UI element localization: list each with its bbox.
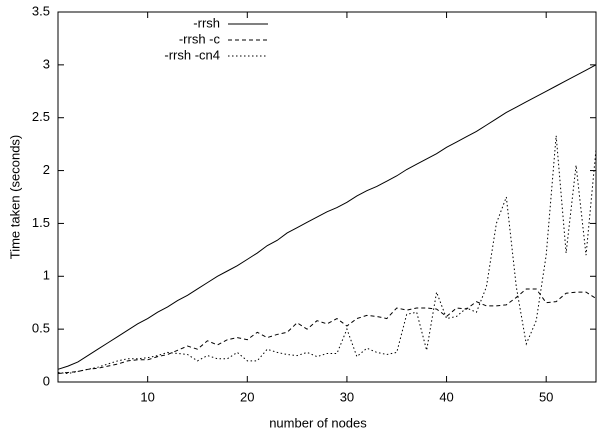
legend-label: -rrsh -c [179,31,221,46]
y-tick-label: 1.5 [32,215,50,230]
x-tick-label: 50 [539,389,553,404]
series-line [57,64,597,370]
x-tick-label: 20 [240,389,254,404]
y-tick-label: 1 [43,268,50,283]
y-axis-label: Time taken (seconds) [7,135,22,260]
legend-label: -rrsh -cn4 [164,47,220,62]
x-tick-label: 40 [439,389,453,404]
legend-label: -rrsh [193,15,220,30]
series-line [57,288,597,375]
y-tick-label: 2.5 [32,109,50,124]
y-tick-label: 3 [43,56,50,71]
y-tick-label: 3.5 [32,3,50,18]
series-line [57,135,597,375]
plot-frame [57,11,597,383]
y-tick-label: 0.5 [32,321,50,336]
y-tick-label: 2 [43,162,50,177]
y-tick-label: 0 [43,373,50,388]
x-tick-label: 10 [140,389,154,404]
x-axis-label: number of nodes [269,415,367,430]
x-tick-label: 30 [340,389,354,404]
